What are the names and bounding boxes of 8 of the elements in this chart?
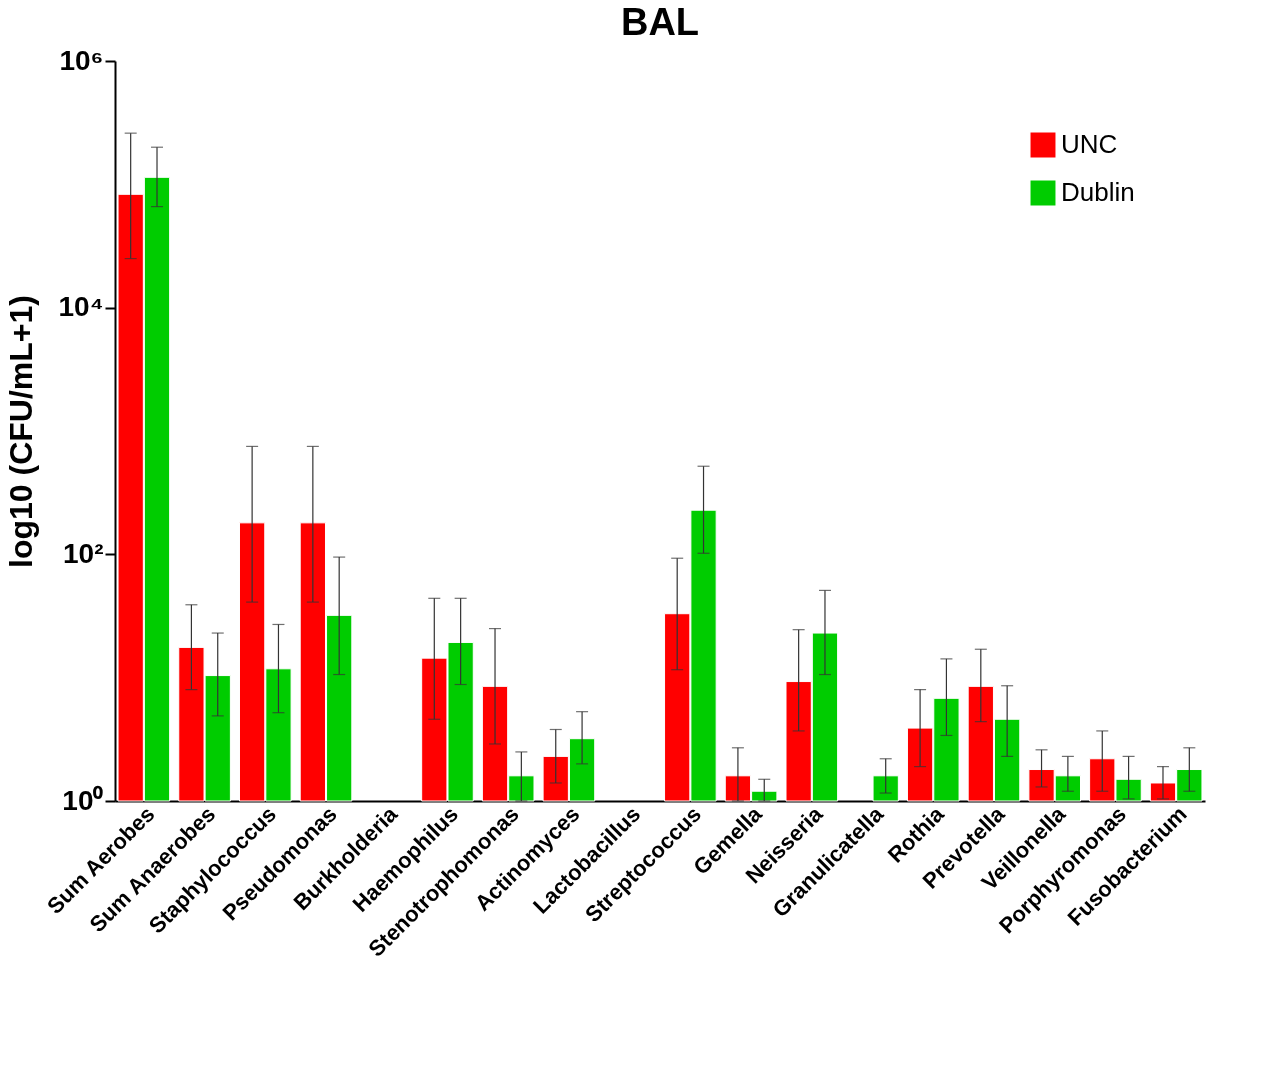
y-tick-label: 10⁰ xyxy=(62,784,104,816)
chart-title: BAL xyxy=(620,1,700,43)
legend-label: Dublin xyxy=(1061,177,1135,207)
legend-label: UNC xyxy=(1061,129,1118,159)
y-tick-label: 10⁴ xyxy=(58,291,104,323)
y-axis-title: log10 (CFU/mL+1) xyxy=(2,295,39,568)
y-tick-label: 10⁶ xyxy=(59,44,104,76)
y-tick-label: 10² xyxy=(63,537,104,569)
